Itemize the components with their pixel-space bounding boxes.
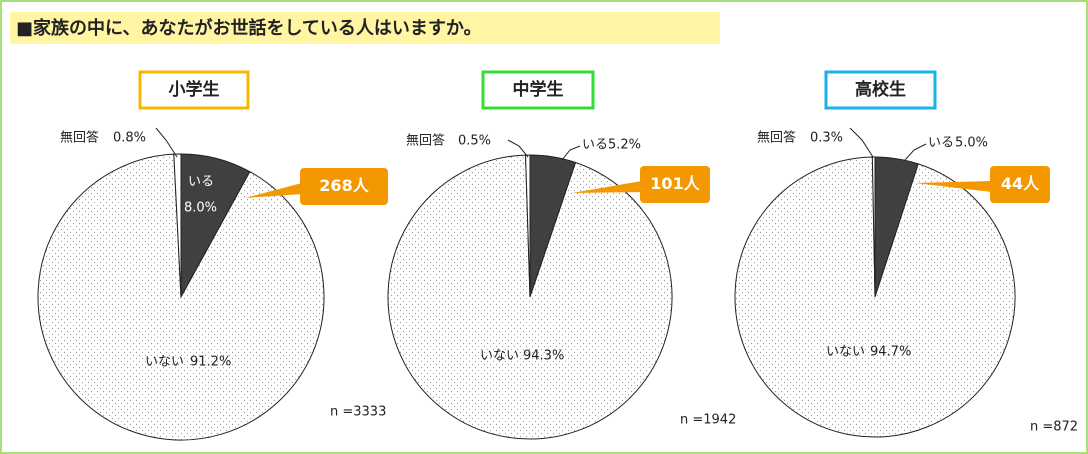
- slice-value: 94.3%: [523, 349, 564, 364]
- slice-value: 0.3%: [810, 131, 843, 146]
- slice-value: 5.2%: [608, 138, 641, 153]
- slice-value: 0.8%: [113, 131, 146, 146]
- slice-value: 8.0%: [184, 201, 217, 216]
- page-title: ■家族の中に、あなたがお世話をしている人はいますか。: [16, 17, 482, 39]
- slice-label: いる: [582, 138, 608, 153]
- leader-line: [849, 127, 874, 158]
- chart-title: 中学生: [513, 79, 564, 100]
- chart-title: 高校生: [855, 79, 906, 100]
- callout-pointer: [245, 183, 302, 198]
- slice-value: 91.2%: [190, 355, 231, 370]
- slice-value: 0.5%: [458, 134, 491, 149]
- leader-line: [561, 145, 581, 161]
- slice-label: 無回答: [757, 130, 796, 146]
- slice-label: いる: [928, 136, 954, 151]
- pie-slice: [387, 154, 673, 440]
- leader-line: [155, 127, 178, 158]
- callout-box: [990, 166, 1050, 203]
- chart-title-box: [138, 70, 250, 110]
- chart-title-box: [824, 70, 937, 110]
- callout-box: [640, 166, 710, 203]
- title-band: [10, 12, 720, 44]
- pie-slice: [871, 156, 876, 298]
- callout-text: 101人: [650, 174, 700, 193]
- slice-label: いる: [188, 175, 214, 190]
- sample-size: n =1942: [680, 413, 736, 428]
- chart-title: 小学生: [169, 79, 220, 100]
- pie-slice: [37, 153, 325, 441]
- pie-slice: [173, 153, 182, 298]
- leader-line: [904, 143, 927, 161]
- pie-slice: [525, 154, 531, 298]
- slice-label: いない: [826, 345, 865, 360]
- slice-label: 無回答: [60, 130, 99, 146]
- slice-label: いない: [145, 355, 184, 370]
- slice-value: 5.0%: [955, 136, 988, 151]
- slice-label: いない: [480, 349, 519, 364]
- callout-text: 268人: [319, 176, 369, 195]
- slice-value: 94.7%: [870, 345, 911, 360]
- slice-label: 無回答: [406, 133, 445, 149]
- callout-box: [300, 168, 388, 205]
- leader-line: [507, 139, 529, 158]
- callout-pointer: [915, 181, 992, 192]
- callout-text: 44人: [1001, 174, 1040, 193]
- chart-title-box: [481, 70, 595, 110]
- callout-pointer: [572, 181, 642, 193]
- sample-size: n =872: [1030, 420, 1078, 435]
- sample-size: n =3333: [330, 405, 386, 420]
